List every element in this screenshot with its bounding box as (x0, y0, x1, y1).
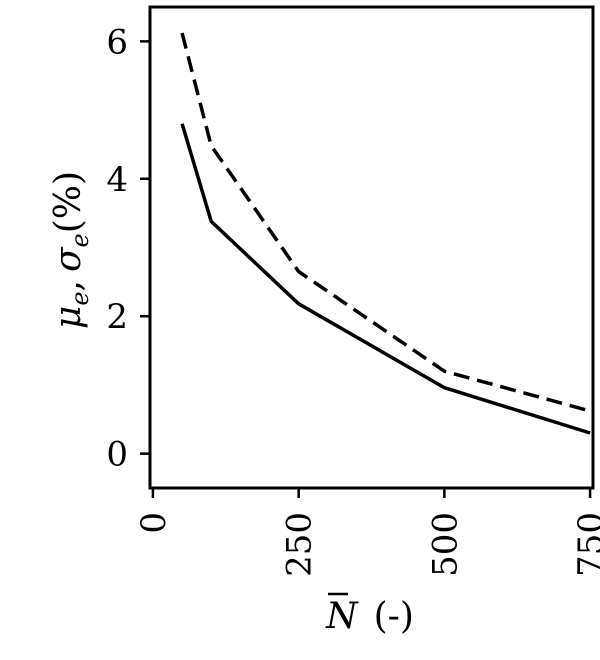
x-axis-unit: (-) (374, 596, 414, 637)
y-axis-sigma-sub: e (66, 233, 94, 247)
y-tick-label: 0 (106, 435, 128, 475)
plot-marks (180, 32, 591, 435)
series-line-dashed (180, 32, 591, 413)
y-axis-percent: (%) (48, 171, 89, 233)
x-tick-label: 750 (571, 512, 600, 577)
series-line-solid (180, 123, 591, 435)
x-tick-label: 250 (280, 512, 320, 577)
y-axis-sep: , (48, 280, 89, 291)
y-tick-label: 2 (106, 297, 128, 337)
x-axis-symbol: N (325, 596, 359, 637)
y-tick-label: 4 (106, 160, 128, 200)
x-tick-label: 500 (425, 512, 465, 577)
y-axis-label: μe,σe(%) (48, 171, 94, 329)
x-tick-label: 0 (134, 512, 174, 534)
x-axis-label: N (-) (325, 596, 414, 637)
y-axis-sigma: σ (48, 246, 89, 272)
axis-ticks: 0 2 4 6 0 250 500 750 (106, 22, 600, 577)
plot-frame (148, 5, 595, 490)
y-tick-label: 6 (106, 22, 128, 62)
y-axis-mu: μ (48, 306, 89, 329)
y-axis-mu-sub: e (66, 291, 94, 305)
